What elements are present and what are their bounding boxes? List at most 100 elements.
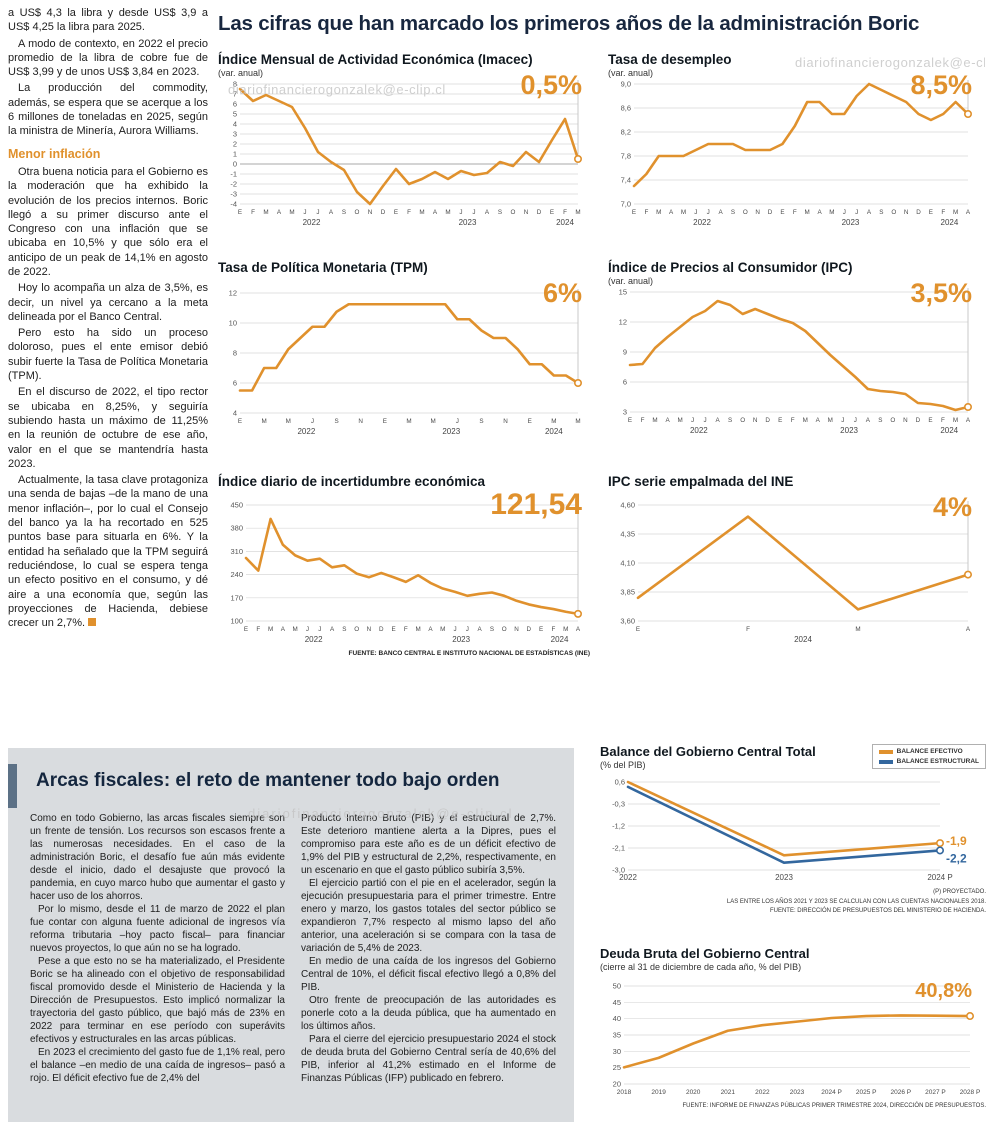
svg-text:2022: 2022 xyxy=(690,426,708,435)
svg-text:1: 1 xyxy=(233,150,237,159)
svg-text:2023: 2023 xyxy=(442,427,460,436)
svg-text:F: F xyxy=(404,626,408,633)
source-note: FUENTE: BANCO CENTRAL E INSTITUTO NACION… xyxy=(348,650,590,657)
legend-label: BALANCE EFECTIVO xyxy=(896,748,963,755)
svg-text:8: 8 xyxy=(233,80,237,89)
svg-text:E: E xyxy=(778,417,782,424)
svg-text:A: A xyxy=(966,209,971,216)
svg-text:A: A xyxy=(966,626,971,633)
svg-text:A: A xyxy=(718,209,723,216)
svg-text:E: E xyxy=(383,418,387,425)
svg-text:2022: 2022 xyxy=(755,1089,770,1096)
svg-text:A: A xyxy=(817,209,822,216)
chart-highlight-value: 40,8% xyxy=(915,980,972,1002)
chart-title: Índice de Precios al Consumidor (IPC) xyxy=(608,260,853,275)
svg-text:A: A xyxy=(966,417,971,424)
svg-text:F: F xyxy=(793,209,797,216)
svg-text:380: 380 xyxy=(230,524,243,533)
fiscal-paragraph: Otro frente de preocupación de las autor… xyxy=(301,995,556,1032)
svg-text:7,0: 7,0 xyxy=(621,200,631,209)
svg-text:3: 3 xyxy=(623,408,627,417)
ipc-line-chart: 15 12 9 6 3 E F M A M J J A S O N D E F M A M J J A S O N D E F M A 2022 2… xyxy=(608,286,980,438)
svg-text:-3: -3 xyxy=(230,190,237,199)
svg-text:M: M xyxy=(575,418,580,425)
fiscal-paragraph: En medio de una caída de los ingresos de… xyxy=(301,956,556,993)
svg-text:E: E xyxy=(632,209,636,216)
svg-text:N: N xyxy=(755,209,760,216)
svg-text:N: N xyxy=(524,209,529,216)
chart-title: IPC serie empalmada del INE xyxy=(608,474,794,489)
svg-text:20: 20 xyxy=(613,1080,621,1089)
article-column: a US$ 4,3 la libra y desde US$ 3,9 a US$… xyxy=(8,6,208,632)
svg-text:M: M xyxy=(551,418,556,425)
svg-text:J: J xyxy=(453,626,456,633)
svg-text:M: M xyxy=(575,209,580,216)
chart-subtitle: (cierre al 31 de diciembre de cada año, … xyxy=(600,962,802,972)
svg-text:J: J xyxy=(318,626,321,633)
svg-text:2024: 2024 xyxy=(794,635,812,644)
svg-text:4: 4 xyxy=(233,409,237,418)
svg-text:M: M xyxy=(440,626,445,633)
svg-text:M: M xyxy=(286,418,291,425)
svg-text:N: N xyxy=(753,417,758,424)
svg-text:E: E xyxy=(928,417,932,424)
svg-text:S: S xyxy=(879,209,883,216)
svg-text:D: D xyxy=(768,209,773,216)
chart-title: Índice diario de incertidumbre económica xyxy=(218,474,486,489)
chart-highlight-value: 3,5% xyxy=(910,278,972,308)
footnote-line: (P) PROYECTADO. xyxy=(933,889,986,895)
fiscal-paragraph: Como en todo Gobierno, las arcas fiscale… xyxy=(30,813,285,902)
svg-text:2024: 2024 xyxy=(551,635,569,644)
svg-text:2019: 2019 xyxy=(651,1089,666,1096)
svg-text:J: J xyxy=(311,418,314,425)
article-paragraph: En el discurso de 2022, el tipo rector s… xyxy=(8,386,208,470)
chart-ipc: Índice de Precios al Consumidor (IPC) (v… xyxy=(608,260,980,438)
svg-text:F: F xyxy=(941,417,945,424)
deuda-line-chart: 50 45 40 35 30 25 20 2018 2019 2020 2021 2022 2023 20… xyxy=(600,976,986,1100)
svg-text:M: M xyxy=(419,209,424,216)
svg-text:M: M xyxy=(416,626,421,633)
chart-highlight-value: 4% xyxy=(932,492,972,522)
svg-text:D: D xyxy=(537,209,542,216)
chart-highlight-value: 8,5% xyxy=(910,70,972,100)
svg-text:8: 8 xyxy=(233,349,237,358)
svg-text:4,60: 4,60 xyxy=(620,501,635,510)
chart-subtitle: (var. anual) xyxy=(608,68,654,78)
svg-text:J: J xyxy=(466,626,469,633)
svg-text:M: M xyxy=(855,626,860,633)
imacec-line-chart: 8 7 6 5 4 3 2 1 0 -1 -2 -3 -4 E F M A M J J A S O N D E F M A M J J A S O N… xyxy=(218,78,590,230)
fiscal-columns: Como en todo Gobierno, las arcas fiscale… xyxy=(30,812,556,1085)
svg-text:A: A xyxy=(816,417,821,424)
svg-text:-2: -2 xyxy=(230,180,237,189)
svg-text:2023: 2023 xyxy=(790,1089,805,1096)
svg-text:50: 50 xyxy=(613,982,621,991)
svg-text:N: N xyxy=(367,626,372,633)
svg-text:2022: 2022 xyxy=(305,635,323,644)
tpm-line-chart: 12 10 8 6 4 E M M J S N E M M J S N E M M 2022 2023 2024 xyxy=(218,287,590,439)
svg-text:O: O xyxy=(891,209,896,216)
article-paragraph: A modo de contexto, en 2022 el precio pr… xyxy=(8,37,208,79)
svg-text:0,6: 0,6 xyxy=(615,778,625,787)
svg-text:J: J xyxy=(854,417,857,424)
svg-text:45: 45 xyxy=(613,998,621,1007)
fiscal-paragraph: El ejercicio partió con el pie en el ace… xyxy=(301,878,556,954)
svg-text:J: J xyxy=(843,209,846,216)
svg-text:2028 P: 2028 P xyxy=(960,1089,981,1096)
svg-text:E: E xyxy=(780,209,784,216)
ipc-ine-line-chart: 4,60 4,35 4,10 3,85 3,60 E F M A 2024 xyxy=(608,499,980,647)
svg-text:S: S xyxy=(342,209,346,216)
svg-text:170: 170 xyxy=(230,593,243,602)
svg-text:F: F xyxy=(251,209,255,216)
svg-text:S: S xyxy=(342,626,346,633)
svg-text:-1,9: -1,9 xyxy=(946,834,967,848)
balance-legend: BALANCE EFECTIVO BALANCE ESTRUCTURAL xyxy=(871,744,986,769)
svg-text:M: M xyxy=(803,417,808,424)
svg-text:2024: 2024 xyxy=(556,218,574,227)
chart-footnotes: (P) PROYECTADO. LAS ENTRE LOS AÑOS 2021 … xyxy=(600,888,986,917)
svg-text:F: F xyxy=(791,417,795,424)
svg-text:A: A xyxy=(478,626,483,633)
legend-item-efectivo: BALANCE EFECTIVO xyxy=(878,748,979,755)
svg-text:2022: 2022 xyxy=(619,873,637,882)
svg-text:9: 9 xyxy=(623,348,627,357)
